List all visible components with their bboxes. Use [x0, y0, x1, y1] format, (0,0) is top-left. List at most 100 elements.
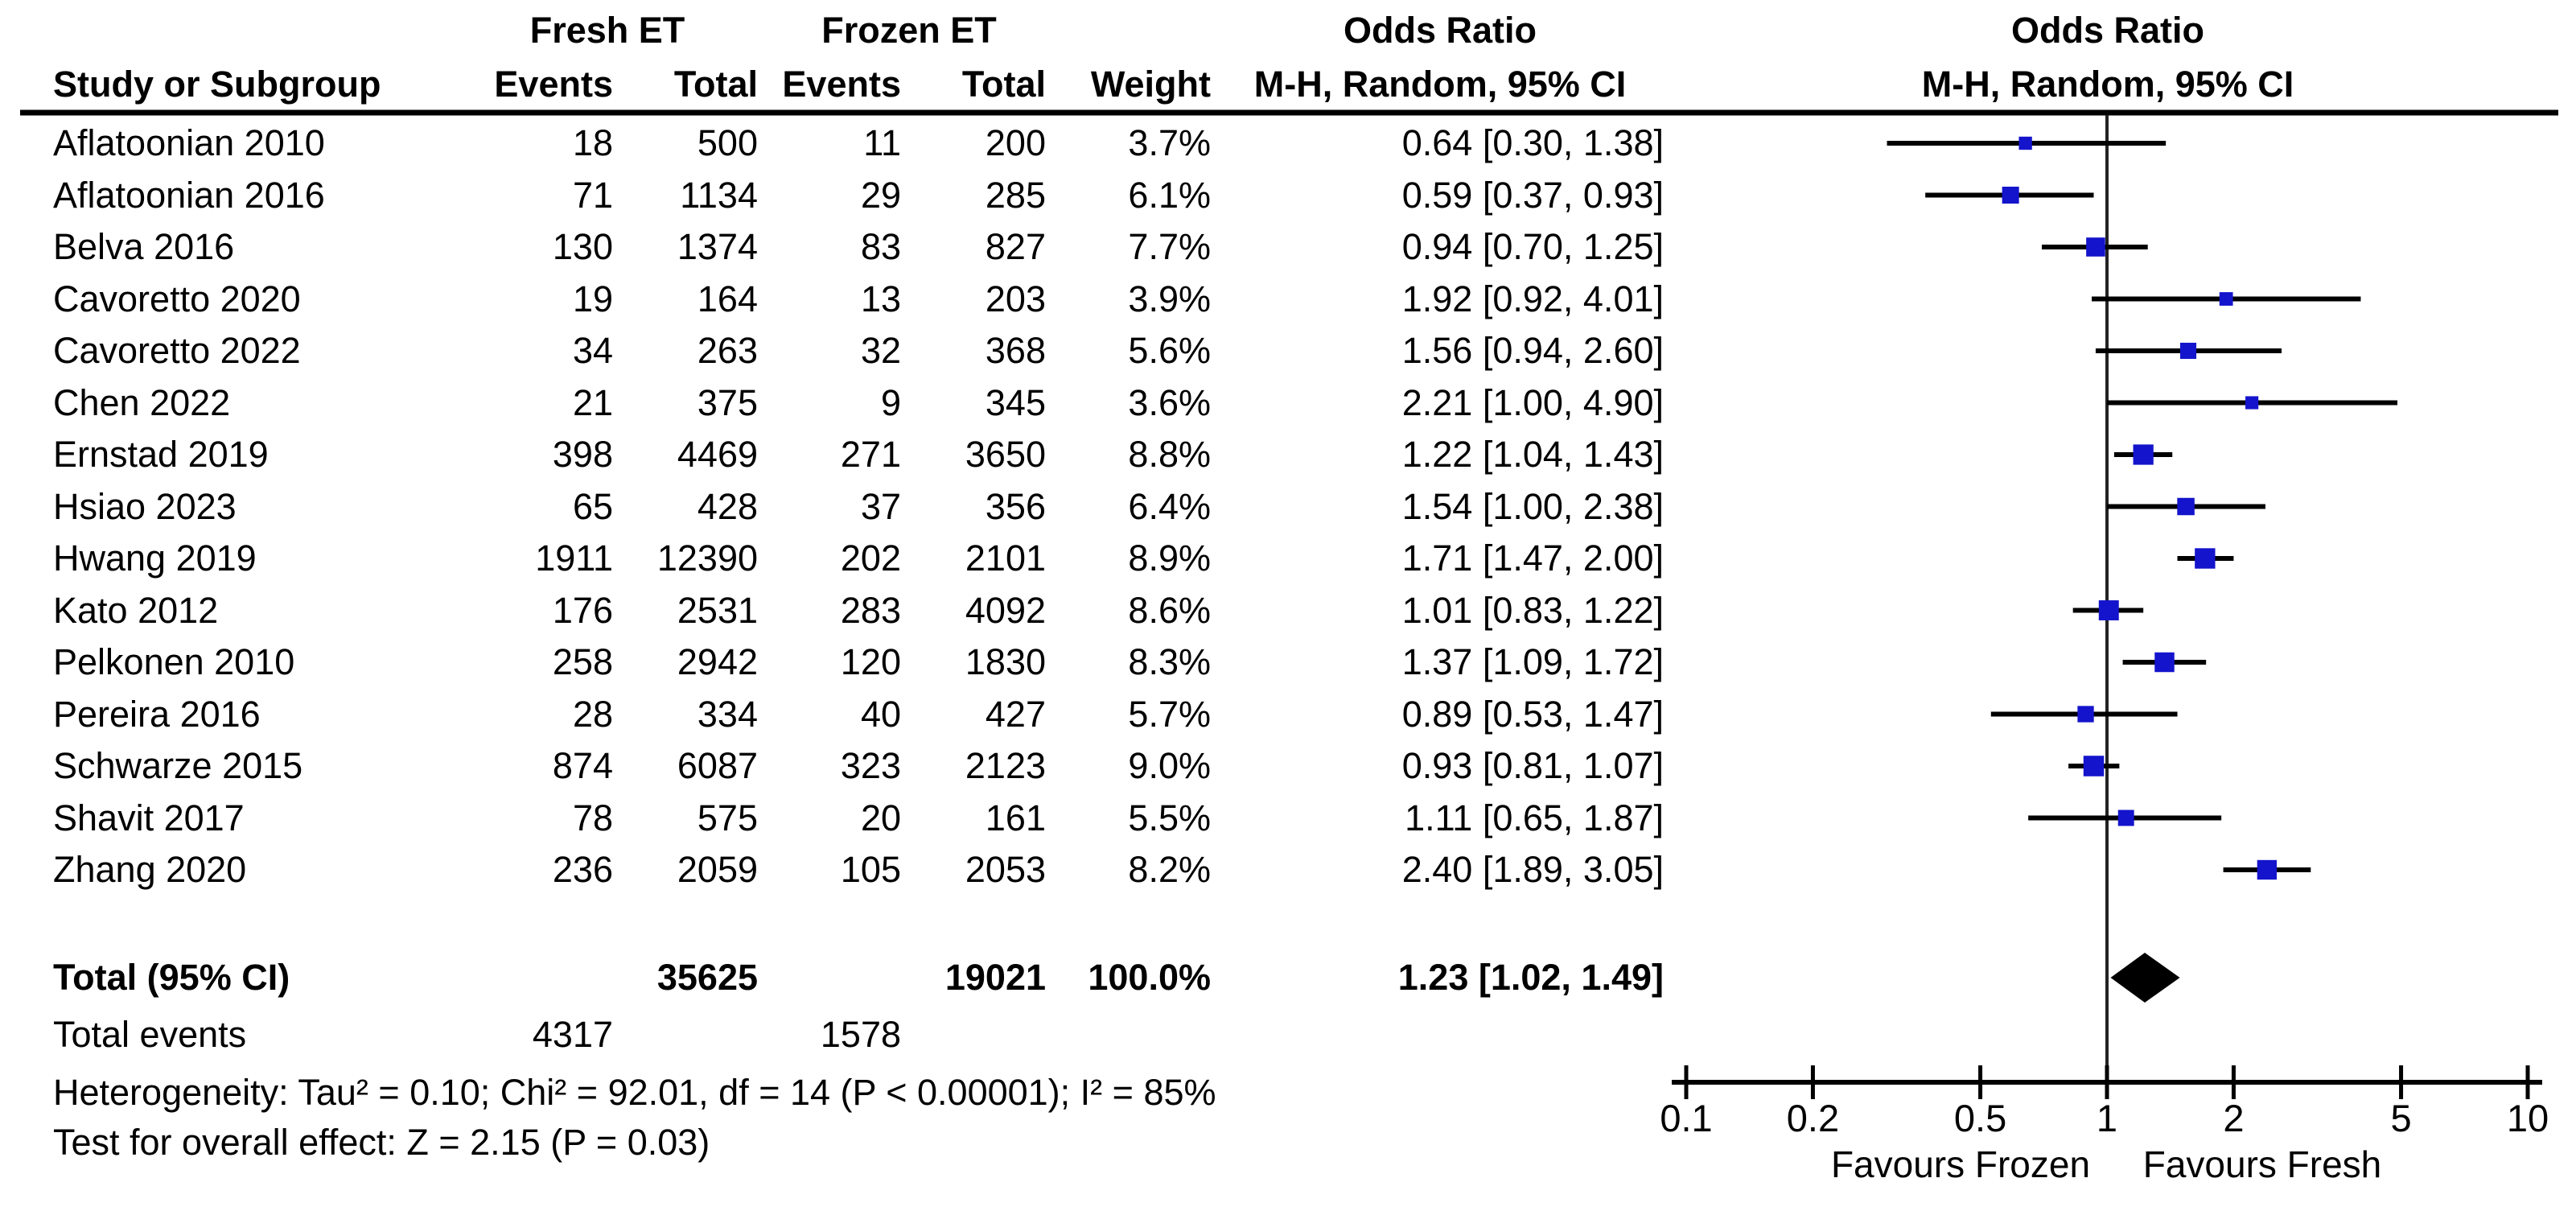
summary-diamond: [2110, 953, 2180, 1003]
cell-frozen-total: 827: [985, 226, 1046, 267]
cell-study: Zhang 2020: [53, 849, 247, 890]
cell-or-ci: 1.71 [1.47, 2.00]: [1401, 538, 1664, 579]
cell-frozen-events: 40: [860, 693, 901, 735]
cell-frozen-events: 13: [860, 278, 901, 319]
cell-fresh-events: 176: [552, 589, 613, 631]
cell-fresh-total: 164: [697, 278, 758, 319]
cell-or-ci: 0.64 [0.30, 1.38]: [1401, 122, 1664, 163]
cell-fresh-total: 4469: [677, 434, 758, 475]
cell-fresh-events: 258: [552, 641, 613, 682]
cell-fresh-total: 2531: [677, 589, 758, 631]
cell-fresh-events: 71: [572, 174, 613, 216]
or-square-marker: [2002, 187, 2019, 204]
x-tick-label: 5: [2390, 1097, 2411, 1139]
favours-right-label: Favours Fresh: [2143, 1143, 2382, 1185]
favours-left-label: Favours Frozen: [1831, 1143, 2090, 1185]
col-header-weight: Weight: [1090, 64, 1211, 105]
cell-frozen-total: 368: [985, 330, 1046, 371]
cell-frozen-events: 202: [840, 538, 901, 579]
cell-or-ci: 0.93 [0.81, 1.07]: [1401, 745, 1664, 786]
col-header-frozen-total: Total: [961, 64, 1046, 105]
cell-frozen-events: 105: [840, 849, 901, 890]
col-header-mh-ci-plot: M-H, Random, 95% CI: [1921, 64, 2294, 105]
cell-fresh-events: 19: [572, 278, 613, 319]
or-square-marker: [2117, 809, 2134, 826]
cell-study: Shavit 2017: [53, 797, 245, 838]
cell-study: Schwarze 2015: [53, 745, 303, 786]
total-events-fresh: 4317: [532, 1014, 613, 1055]
cell-frozen-events: 271: [840, 434, 901, 475]
cell-fresh-total: 263: [697, 330, 758, 371]
cell-frozen-total: 2053: [965, 849, 1046, 890]
cell-frozen-total: 356: [985, 485, 1046, 527]
odds-ratio-plot-header: Odds Ratio: [2010, 10, 2205, 51]
cell-frozen-total: 427: [985, 693, 1046, 735]
col-header-fresh-total: Total: [673, 64, 758, 105]
cell-study: Belva 2016: [53, 226, 235, 267]
cell-study: Hsiao 2023: [53, 485, 237, 527]
cell-frozen-events: 323: [840, 745, 901, 786]
or-square-marker: [2083, 756, 2105, 776]
cell-fresh-total: 1374: [677, 226, 758, 267]
cell-fresh-total: 375: [697, 381, 758, 423]
cell-study: Cavoretto 2020: [53, 278, 301, 319]
cell-or-ci: 1.56 [0.94, 2.60]: [1401, 330, 1664, 371]
fresh-et-group-header: Fresh ET: [529, 10, 685, 51]
cell-weight: 3.6%: [1128, 381, 1211, 423]
or-square-marker: [2077, 706, 2094, 723]
cell-study: Ernstad 2019: [53, 434, 269, 475]
total-events-label: Total events: [53, 1014, 247, 1055]
x-tick-label: 2: [2223, 1097, 2244, 1139]
cell-fresh-total: 12390: [656, 538, 758, 579]
cell-study: Chen 2022: [53, 381, 231, 423]
x-tick-label: 0.1: [1660, 1097, 1712, 1139]
overall-effect-note: Test for overall effect: Z = 2.15 (P = 0…: [53, 1122, 710, 1163]
cell-frozen-events: 120: [840, 641, 901, 682]
cell-fresh-events: 28: [572, 693, 613, 735]
or-square-marker: [2086, 237, 2105, 257]
cell-fresh-events: 236: [552, 849, 613, 890]
frozen-et-group-header: Frozen ET: [821, 10, 997, 51]
col-header-fresh-events: Events: [494, 64, 613, 105]
cell-or-ci: 1.92 [0.92, 4.01]: [1401, 278, 1664, 319]
odds-ratio-text-header: Odds Ratio: [1343, 10, 1537, 51]
cell-or-ci: 0.94 [0.70, 1.25]: [1401, 226, 1664, 267]
or-square-marker: [2179, 342, 2197, 360]
cell-fresh-total: 2059: [677, 849, 758, 890]
cell-fresh-events: 21: [572, 381, 613, 423]
cell-frozen-total: 4092: [965, 589, 1046, 631]
cell-weight: 8.9%: [1128, 538, 1211, 579]
cell-fresh-total: 575: [697, 797, 758, 838]
cell-study: Aflatoonian 2010: [53, 122, 325, 163]
cell-fresh-total: 1134: [680, 174, 758, 216]
or-square-marker: [2219, 292, 2233, 306]
cell-fresh-total: 500: [697, 122, 758, 163]
cell-frozen-events: 29: [860, 174, 901, 216]
x-tick-label: 10: [2507, 1097, 2549, 1139]
or-square-marker: [2177, 497, 2195, 516]
cell-study: Kato 2012: [53, 589, 219, 631]
col-header-frozen-events: Events: [782, 64, 901, 105]
heterogeneity-note: Heterogeneity: Tau² = 0.10; Chi² = 92.01…: [53, 1072, 1216, 1113]
cell-frozen-events: 20: [860, 797, 901, 838]
cell-frozen-total: 3650: [965, 434, 1046, 475]
cell-frozen-total: 2101: [965, 538, 1046, 579]
cell-fresh-total: 2942: [677, 641, 758, 682]
cell-frozen-total: 1830: [965, 641, 1046, 682]
cell-fresh-events: 18: [572, 122, 613, 163]
cell-study: Cavoretto 2022: [53, 330, 301, 371]
cell-study: Aflatoonian 2016: [53, 174, 325, 216]
cell-fresh-total: 6087: [677, 745, 758, 786]
cell-weight: 5.6%: [1128, 330, 1211, 371]
cell-or-ci: 0.59 [0.37, 0.93]: [1401, 174, 1664, 216]
cell-fresh-events: 1911: [535, 538, 613, 579]
or-square-marker: [2154, 652, 2175, 673]
cell-frozen-total: 285: [985, 174, 1046, 216]
cell-weight: 7.7%: [1128, 226, 1211, 267]
cell-weight: 6.4%: [1128, 485, 1211, 527]
cell-or-ci: 0.89 [0.53, 1.47]: [1401, 693, 1664, 735]
cell-weight: 5.7%: [1128, 693, 1211, 735]
cell-fresh-events: 398: [552, 434, 613, 475]
cell-or-ci: 1.11 [0.65, 1.87]: [1405, 797, 1664, 838]
